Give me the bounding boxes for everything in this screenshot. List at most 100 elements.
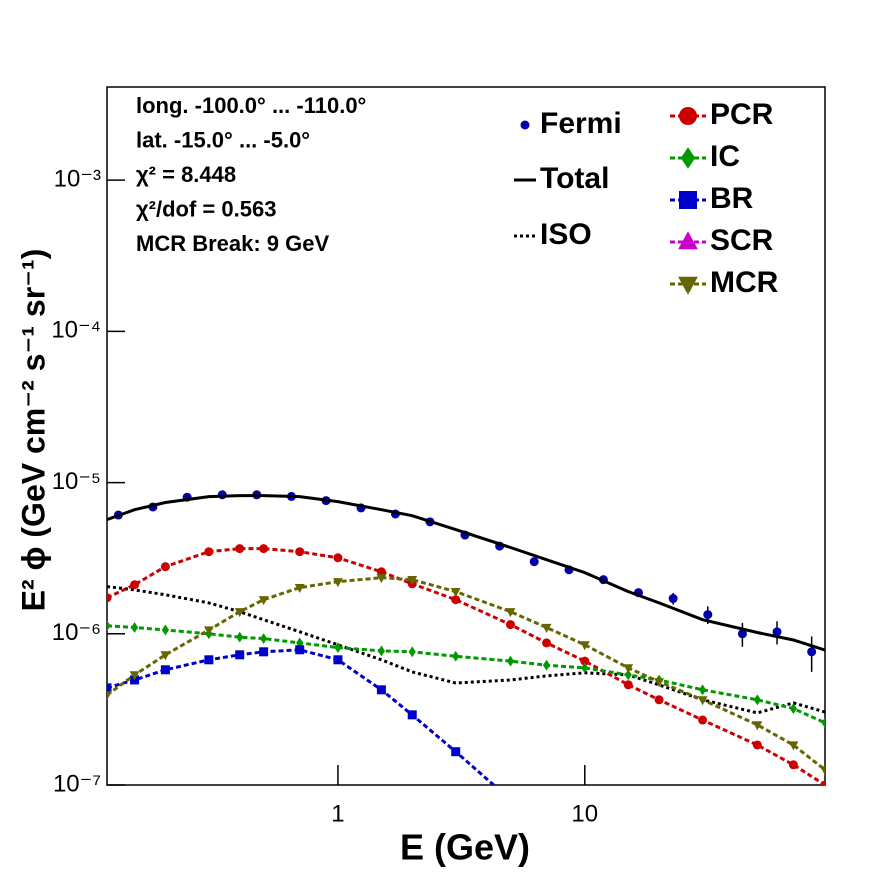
marker [807, 647, 817, 657]
x-tick-label: 1 [331, 800, 344, 827]
marker [623, 664, 634, 674]
marker [697, 696, 708, 706]
marker [376, 574, 387, 584]
y-axis-title: E² ϕ (GeV cm⁻² s⁻¹ sr⁻¹) [15, 249, 51, 612]
series-line [107, 624, 825, 725]
marker [259, 647, 269, 657]
legend-marker [520, 120, 530, 130]
marker [450, 588, 461, 598]
marker [624, 669, 632, 681]
marker [161, 624, 169, 636]
marker [204, 655, 214, 665]
marker [203, 626, 214, 636]
marker [258, 596, 269, 606]
series-line [107, 547, 825, 785]
marker [332, 578, 343, 588]
marker [654, 678, 665, 688]
marker [451, 595, 461, 605]
marker [679, 191, 697, 209]
marker [408, 646, 416, 658]
marker [788, 741, 799, 751]
y-tick-label: 10⁻³ [54, 165, 101, 192]
marker [737, 629, 747, 639]
marker [377, 645, 386, 657]
legend-label: PCR [710, 98, 774, 131]
marker [580, 656, 590, 666]
marker [407, 576, 418, 586]
marker [698, 715, 708, 725]
marker [542, 659, 551, 671]
x-tick-label: 10 [571, 800, 598, 827]
marker [259, 544, 269, 554]
legend-label: BR [710, 182, 754, 215]
marker [820, 766, 825, 776]
marker [260, 633, 268, 644]
plot-area [107, 490, 825, 785]
marker [295, 547, 305, 557]
legend-label: ISO [540, 218, 592, 251]
marker [821, 717, 825, 729]
marker [376, 567, 386, 577]
marker [333, 655, 343, 665]
marker [235, 650, 245, 660]
marker [579, 641, 590, 651]
legend-label: IC [710, 140, 740, 173]
marker [236, 631, 244, 643]
y-tick-label: 10⁻⁵ [52, 468, 101, 495]
marker [107, 691, 112, 701]
marker [295, 645, 305, 655]
x-axis-title: E (GeV) [400, 827, 530, 868]
marker [541, 623, 552, 633]
marker [452, 650, 460, 662]
annotation: lat. -15.0° ... -5.0° [136, 127, 310, 152]
marker [506, 655, 515, 667]
marker [752, 721, 763, 731]
marker [623, 680, 633, 690]
marker [529, 557, 539, 567]
marker [753, 694, 761, 706]
legend-label: MCR [710, 266, 779, 299]
series-line [107, 494, 825, 652]
marker [752, 740, 762, 750]
y-tick-label: 10⁻⁶ [52, 619, 101, 646]
marker [107, 593, 112, 603]
marker [129, 671, 140, 681]
marker [107, 683, 112, 693]
marker [294, 584, 305, 594]
plot-frame [106, 86, 826, 786]
marker [678, 231, 698, 250]
annotation: MCR Break: 9 GeV [136, 231, 330, 256]
marker [654, 695, 664, 705]
marker [680, 147, 696, 169]
marker [772, 627, 782, 637]
marker [451, 747, 461, 757]
legend-label: SCR [710, 224, 774, 257]
annotation: χ²/dof = 0.563 [136, 196, 276, 221]
marker [107, 620, 111, 632]
marker [542, 638, 552, 648]
marker [581, 662, 589, 674]
marker [235, 544, 245, 554]
marker [789, 703, 797, 715]
series-line [107, 576, 825, 771]
marker [407, 710, 417, 720]
marker [678, 276, 698, 295]
marker [698, 684, 707, 696]
legend-label: Total [540, 162, 609, 195]
marker [234, 608, 245, 618]
marker [333, 553, 343, 563]
marker [505, 620, 515, 630]
y-tick-label: 10⁻⁷ [53, 770, 101, 797]
marker [204, 547, 214, 557]
marker [505, 608, 516, 618]
y-tick-label: 10⁻⁴ [51, 317, 101, 344]
marker [160, 651, 171, 661]
marker [679, 107, 697, 125]
marker [788, 760, 798, 770]
marker [160, 665, 170, 675]
series-line [107, 648, 496, 785]
annotation: long. -100.0° ... -110.0° [136, 93, 366, 118]
marker [703, 610, 713, 620]
